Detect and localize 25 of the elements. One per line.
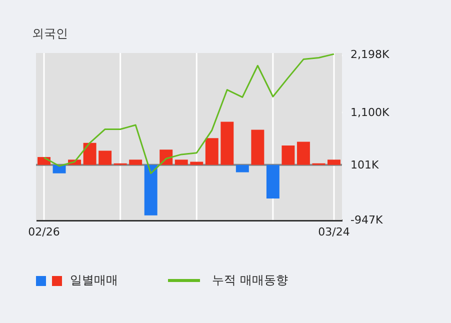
y-tick-label: 101K (350, 158, 380, 172)
bar (144, 164, 158, 216)
bar (282, 145, 295, 165)
chart-title: 외국인 (32, 26, 68, 41)
bar (129, 160, 142, 165)
bar (52, 164, 66, 174)
bar (205, 138, 218, 165)
legend-label: 일별매매 (70, 272, 118, 289)
legend-label: 누적 매매동향 (212, 272, 288, 289)
bar (296, 142, 310, 165)
bar (236, 164, 249, 172)
bar (190, 162, 204, 165)
bar (251, 130, 264, 165)
x-tick-label: 02/26 (28, 226, 60, 238)
y-tick-label: -947K (350, 214, 384, 226)
line-series (43, 53, 335, 174)
bar (83, 142, 96, 165)
bar (220, 122, 234, 165)
y-tick-label: 1,100K (350, 106, 390, 119)
bar (266, 164, 280, 199)
bar (98, 150, 112, 165)
x-tick-label: 03/24 (318, 226, 350, 238)
bar (174, 160, 188, 165)
y-tick-label: 2,198K (350, 48, 390, 62)
bar (328, 160, 340, 165)
